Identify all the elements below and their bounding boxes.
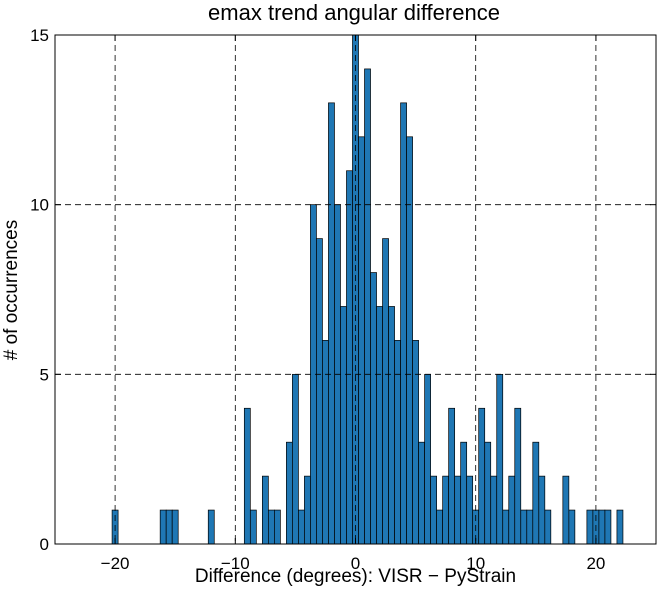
histogram-bar (400, 102, 407, 545)
x-tick-label: −10 (221, 554, 250, 573)
histogram-bar (520, 509, 528, 545)
histogram-bar (538, 475, 546, 545)
histogram-bar (268, 509, 275, 545)
histogram-bar (370, 272, 377, 545)
histogram-bar (478, 407, 486, 545)
histogram-bar (562, 475, 570, 545)
histogram-bar (514, 407, 522, 545)
histogram-bar (496, 373, 504, 545)
histogram-bar (484, 441, 492, 545)
histogram-bar (586, 509, 594, 545)
histogram-bar (364, 68, 371, 545)
y-tick-label: 10 (30, 196, 49, 215)
histogram-bar (406, 136, 413, 545)
histogram-bar (328, 102, 335, 545)
histogram-bar (286, 441, 293, 545)
y-tick-label: 15 (30, 26, 49, 45)
histogram-bar (292, 373, 299, 545)
histogram-bar (442, 475, 450, 545)
histogram-bar (274, 509, 281, 545)
histogram-bar (171, 509, 179, 545)
histogram-bar (424, 373, 431, 545)
chart-title: emax trend angular difference (208, 0, 500, 25)
histogram-bar (466, 475, 474, 545)
histogram-bar (249, 509, 257, 545)
histogram-bar (388, 306, 395, 545)
x-tick-label: −20 (101, 554, 130, 573)
y-axis-label: # of occurrences (1, 219, 22, 361)
histogram-bar (165, 509, 173, 545)
histogram-bar (490, 475, 498, 545)
histogram-bar (454, 475, 462, 545)
histogram-bar (304, 475, 311, 545)
histogram-bar (448, 407, 456, 545)
histogram-bar (261, 475, 269, 545)
x-tick-label: 10 (466, 554, 485, 573)
histogram-bar (382, 238, 389, 545)
histogram-bar (568, 509, 576, 545)
histogram-bar (346, 170, 353, 545)
histogram-bar (418, 441, 425, 545)
histogram-bar (430, 475, 437, 545)
histogram-bar (604, 509, 612, 545)
histogram-bar (207, 509, 215, 545)
histogram-bar (412, 340, 419, 545)
histogram-bar (502, 509, 510, 545)
histogram-bar (394, 340, 401, 545)
x-tick-label: 20 (586, 554, 605, 573)
histogram-bar (616, 509, 624, 545)
histogram-bar (159, 509, 167, 545)
histogram-bar (508, 475, 516, 545)
histogram-bar (544, 509, 552, 545)
y-tick-label: 0 (40, 535, 49, 554)
histogram-bar (526, 509, 534, 545)
histogram-bar (436, 509, 443, 545)
histogram-bar (376, 306, 383, 545)
histogram-bar (298, 509, 305, 545)
y-tick-label: 5 (40, 365, 49, 384)
x-axis-label: Difference (degrees): VISR − PyStrain (194, 566, 517, 587)
histogram-bar (243, 407, 251, 545)
histogram-bar (532, 441, 540, 545)
x-tick-label: 0 (351, 554, 360, 573)
histogram-bar (340, 306, 347, 545)
histogram-bar (358, 136, 365, 545)
histogram-bar (598, 509, 606, 545)
histogram-bar (316, 238, 323, 545)
histogram-bar (322, 340, 329, 545)
histogram-bar (460, 441, 468, 545)
